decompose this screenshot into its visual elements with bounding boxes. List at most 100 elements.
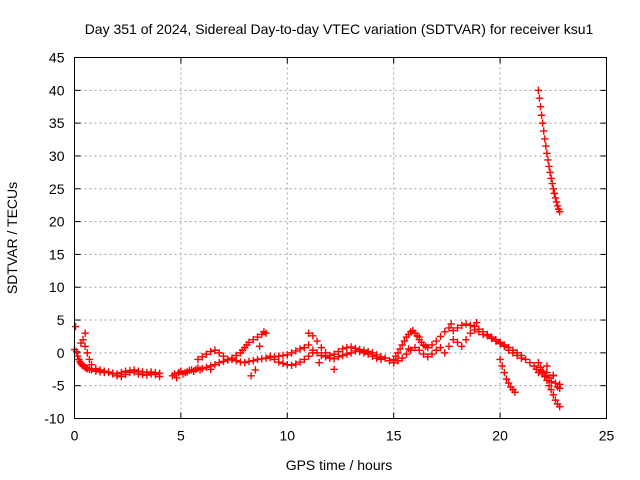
y-tick-label: 25 (49, 181, 65, 197)
data-point (504, 346, 513, 354)
data-point (475, 328, 483, 336)
data-point (317, 351, 326, 360)
data-point (251, 366, 260, 374)
data-point (538, 119, 547, 127)
data-point (419, 350, 428, 358)
data-point (385, 357, 394, 365)
data-point (260, 328, 268, 336)
data-point (334, 353, 343, 361)
data-point (550, 189, 559, 198)
data-point (304, 329, 313, 337)
data-point (228, 354, 236, 362)
data-point (424, 353, 432, 361)
data-point (536, 103, 545, 111)
grid (74, 57, 607, 419)
y-tick-label: 5 (57, 312, 65, 328)
data-point (247, 372, 255, 380)
data-point (249, 357, 257, 365)
y-tick-label: 15 (49, 246, 65, 262)
data-point (551, 396, 560, 404)
x-tick-label: 10 (280, 428, 296, 444)
data-points (70, 86, 564, 411)
y-tick-label: 45 (49, 50, 65, 66)
data-point (87, 360, 96, 369)
data-point (551, 194, 560, 202)
data-point (198, 364, 206, 373)
data-point (215, 349, 223, 357)
data-point (300, 343, 309, 352)
data-point (155, 372, 164, 381)
data-point (143, 371, 151, 379)
data-point (500, 342, 509, 350)
data-point (287, 349, 296, 357)
y-tick-label: 35 (49, 115, 65, 131)
data-point (458, 321, 466, 329)
data-point (224, 355, 232, 364)
data-point (92, 364, 100, 373)
data-point (390, 359, 398, 367)
data-point (377, 355, 385, 364)
data-point (547, 378, 555, 386)
data-point (245, 338, 253, 347)
data-point (304, 352, 313, 360)
x-tick-label: 15 (386, 428, 402, 444)
data-point (109, 370, 117, 378)
data-point (317, 343, 326, 352)
data-point (198, 353, 206, 361)
data-point (553, 202, 562, 210)
data-point (206, 347, 215, 356)
data-point (321, 353, 330, 361)
x-tick-label: 0 (71, 428, 79, 444)
data-point (309, 332, 317, 340)
data-point (296, 345, 304, 353)
data-point (121, 370, 130, 379)
data-point (338, 345, 347, 353)
y-tick-label: 40 (49, 82, 65, 98)
data-point (513, 351, 521, 360)
data-point (428, 341, 436, 349)
data-point (547, 385, 555, 394)
y-tick-label: 10 (49, 279, 65, 295)
data-point (555, 208, 564, 216)
data-point (368, 352, 377, 360)
y-tick-label: -5 (52, 378, 65, 394)
data-point (202, 350, 211, 358)
data-point (502, 375, 511, 383)
data-point (347, 349, 355, 357)
data-point (453, 324, 462, 332)
data-point (517, 354, 526, 362)
data-point (496, 339, 504, 348)
data-point (537, 111, 546, 119)
data-point (394, 349, 402, 357)
data-point (549, 372, 557, 380)
data-point (545, 381, 553, 390)
data-point (479, 330, 487, 339)
data-point (552, 198, 561, 206)
data-point (449, 326, 457, 335)
data-point (445, 342, 453, 350)
data-point (536, 363, 545, 372)
data-point (130, 368, 138, 376)
data-point (436, 332, 445, 341)
x-tick-label: 5 (177, 428, 185, 444)
data-point (313, 337, 321, 345)
data-point (458, 342, 466, 350)
data-point (462, 336, 470, 344)
data-point (551, 379, 560, 387)
data-point (330, 365, 338, 373)
data-point (543, 149, 551, 158)
data-point (542, 142, 550, 150)
data-point (504, 379, 513, 387)
data-point (534, 359, 543, 367)
data-point (396, 345, 404, 353)
data-point (411, 343, 419, 352)
data-point (96, 366, 104, 374)
data-point (492, 337, 500, 345)
data-point (85, 355, 94, 364)
y-tick-label: -10 (44, 411, 64, 427)
data-point (215, 359, 223, 367)
data-point (211, 346, 219, 354)
data-point (541, 135, 549, 143)
data-point (287, 361, 296, 370)
data-point (292, 347, 300, 355)
